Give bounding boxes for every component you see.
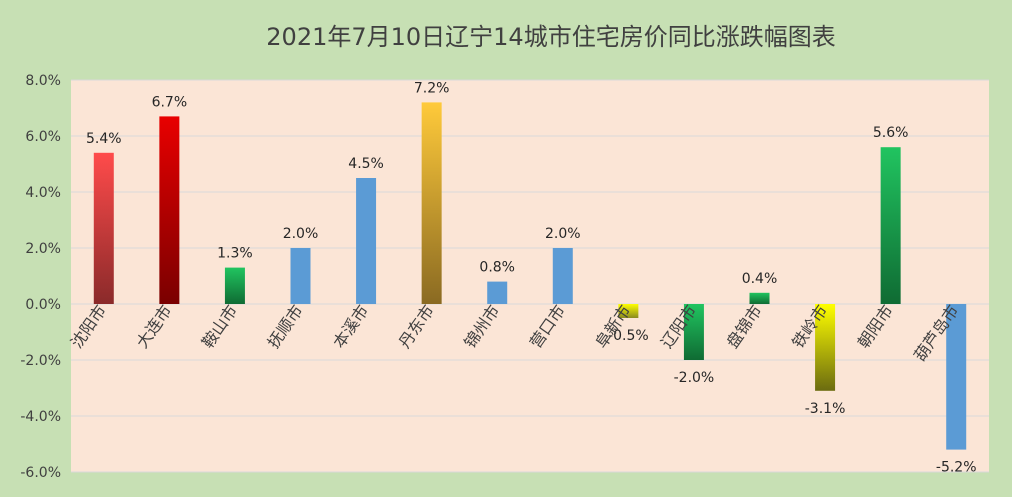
y-tick-label: 2.0% (25, 241, 61, 257)
value-label: 5.6% (873, 125, 909, 141)
value-label: 7.2% (414, 80, 450, 96)
y-tick-label: 4.0% (25, 185, 61, 201)
value-label: 1.3% (217, 246, 253, 262)
bar (421, 102, 442, 305)
value-label: -2.0% (674, 370, 715, 386)
bar (356, 178, 377, 304)
bar (290, 248, 311, 304)
y-tick-label: 8.0% (25, 73, 61, 89)
y-axis: 8.0% 6.0% 4.0% 2.0% 0.0% -2.0% -4.0% -6.0% (20, 73, 61, 481)
bar (224, 267, 245, 304)
value-label: 6.7% (152, 94, 188, 110)
y-tick-label: 6.0% (25, 129, 61, 145)
value-label: -5.2% (936, 460, 977, 476)
y-tick-label: -2.0% (20, 353, 61, 369)
value-label: 0.4% (742, 271, 778, 287)
value-label: 4.5% (348, 156, 384, 172)
value-label: -0.5% (608, 328, 649, 344)
bar (159, 116, 180, 305)
bar (552, 248, 573, 304)
chart-title: 2021年7月10日辽宁14城市住宅房价同比涨跌幅图表 (266, 23, 835, 51)
bar (815, 304, 836, 391)
value-label: 0.8% (479, 260, 515, 276)
plot-area (71, 80, 989, 472)
value-labels: 5.4% 6.7% 1.3% 2.0% 4.5% 7.2% 0.8% 2.0% -0.5% -2.… (86, 80, 977, 475)
bar (880, 147, 901, 304)
value-label: 2.0% (283, 226, 319, 242)
bars (93, 102, 967, 450)
y-tick-label: -4.0% (20, 409, 61, 425)
bar (946, 304, 967, 450)
value-label: -3.1% (805, 401, 846, 417)
bar (683, 304, 704, 360)
y-tick-label: -6.0% (20, 465, 61, 481)
bar (487, 281, 508, 304)
bar (749, 292, 770, 304)
value-label: 2.0% (545, 226, 581, 242)
bar (618, 304, 639, 318)
y-tick-label: 0.0% (25, 297, 61, 313)
value-label: 5.4% (86, 131, 122, 147)
gridlines (71, 79, 989, 473)
bar (93, 152, 114, 304)
